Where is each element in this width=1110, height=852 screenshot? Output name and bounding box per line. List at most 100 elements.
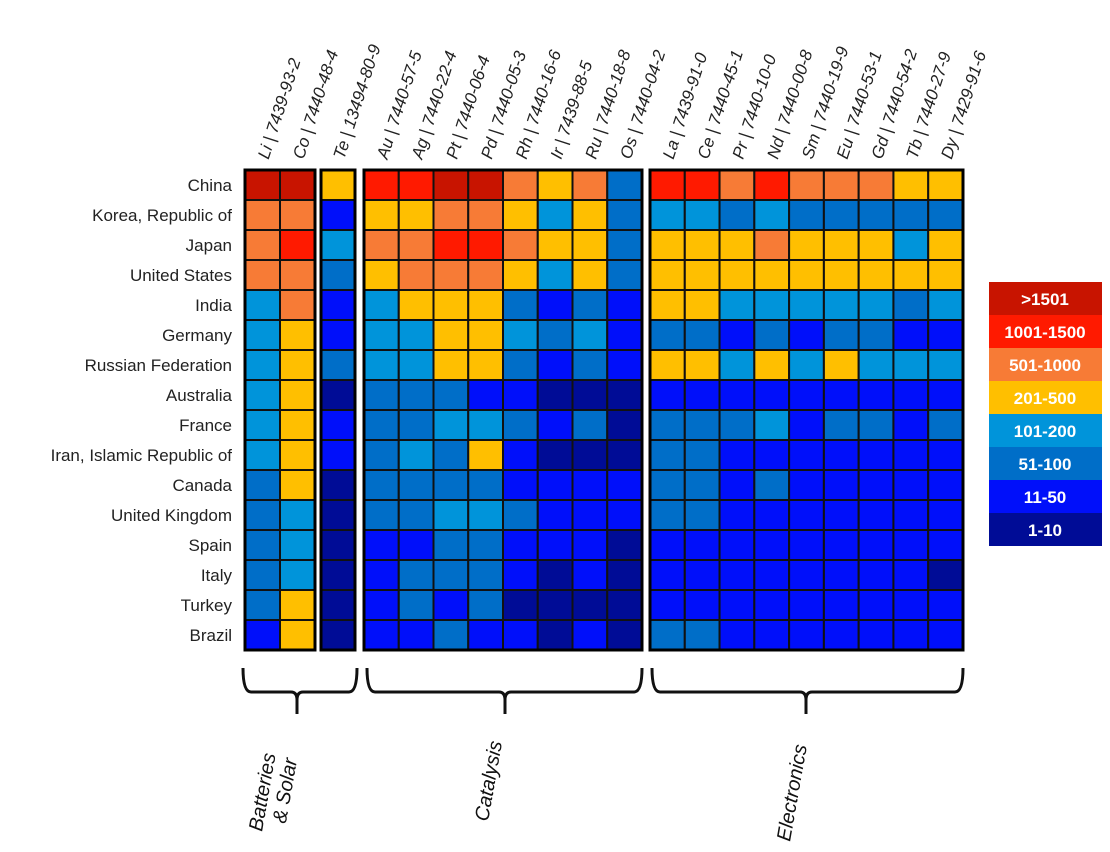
- heatmap-cell: [467, 349, 504, 381]
- heatmap-cell: [857, 619, 895, 651]
- heatmap-cell: [432, 559, 470, 591]
- heatmap-cell: [244, 559, 281, 591]
- heatmap-cell: [363, 499, 400, 531]
- heatmap-cell: [397, 349, 435, 381]
- heatmap-cell: [571, 499, 609, 531]
- heatmap-cell: [432, 589, 470, 621]
- heatmap-cell: [606, 529, 643, 561]
- heatmap-cell: [467, 319, 504, 351]
- heatmap-cell: [683, 439, 721, 471]
- heatmap-cell: [279, 619, 316, 651]
- heatmap-cell: [432, 409, 470, 441]
- legend-label: >1501: [1021, 290, 1069, 309]
- row-label: Germany: [162, 326, 232, 345]
- heatmap-cell: [606, 229, 643, 261]
- heatmap-cell: [649, 589, 686, 621]
- heatmap-cell: [718, 589, 756, 621]
- heatmap-cell: [788, 409, 825, 441]
- heatmap-cell: [718, 259, 756, 291]
- heatmap-cell: [788, 559, 825, 591]
- heatmap-cell: [244, 499, 281, 531]
- heatmap-cell: [788, 469, 825, 501]
- heatmap-cell: [571, 619, 609, 651]
- heatmap-cell: [857, 349, 895, 381]
- group-label: Catalysis: [471, 739, 507, 823]
- heatmap-cell: [718, 499, 756, 531]
- heatmap-cell: [320, 349, 356, 381]
- heatmap-cell: [432, 229, 470, 261]
- heatmap-cell: [753, 289, 791, 321]
- heatmap-cell: [649, 409, 686, 441]
- heatmap-cell: [606, 439, 643, 471]
- heatmap-cell: [320, 229, 356, 261]
- heatmap-cell: [279, 439, 316, 471]
- heatmap-cell: [467, 529, 504, 561]
- heatmap-cell: [892, 319, 930, 351]
- heatmap-cell: [822, 439, 860, 471]
- heatmap-cell: [502, 199, 539, 231]
- row-label: Italy: [201, 566, 233, 585]
- heatmap-cell: [397, 259, 435, 291]
- legend-label: 11-50: [1024, 488, 1067, 507]
- heatmap-cell: [363, 169, 400, 201]
- heatmap-cell: [244, 349, 281, 381]
- heatmap-cell: [606, 469, 643, 501]
- heatmap-cell: [467, 589, 504, 621]
- heatmap-cell: [467, 499, 504, 531]
- heatmap-cell: [279, 319, 316, 351]
- heatmap-cell: [683, 469, 721, 501]
- heatmap-cell: [927, 319, 965, 351]
- heatmap-cell: [279, 409, 316, 441]
- heatmap-cell: [571, 559, 609, 591]
- heatmap-cell: [822, 199, 860, 231]
- heatmap-cell: [822, 409, 860, 441]
- heatmap-cell: [536, 229, 574, 261]
- heatmap-cell: [718, 199, 756, 231]
- heatmap-cell: [432, 199, 470, 231]
- heatmap-cell: [892, 559, 930, 591]
- heatmap-cell: [753, 199, 791, 231]
- heatmap-cell: [363, 319, 400, 351]
- heatmap-cell: [571, 199, 609, 231]
- heatmap-cell: [927, 169, 965, 201]
- heatmap-cell: [649, 199, 686, 231]
- heatmap-cell: [606, 619, 643, 651]
- heatmap-cell: [927, 619, 965, 651]
- heatmap-cell: [683, 379, 721, 411]
- heatmap-cell: [857, 319, 895, 351]
- heatmap-cell: [244, 409, 281, 441]
- heatmap-cell: [683, 529, 721, 561]
- heatmap-cell: [397, 559, 435, 591]
- heatmap-cell: [467, 289, 504, 321]
- legend-label: 201-500: [1014, 389, 1076, 408]
- legend-swatch: [989, 282, 1102, 315]
- heatmap-cell: [467, 409, 504, 441]
- heatmap-cell: [279, 379, 316, 411]
- heatmap-cell: [244, 199, 281, 231]
- row-label: Japan: [186, 236, 232, 255]
- heatmap-cell: [718, 289, 756, 321]
- heatmap-cell: [536, 259, 574, 291]
- heatmap-cell: [927, 349, 965, 381]
- heatmap-cell: [363, 619, 400, 651]
- group-bracket: [241, 667, 359, 714]
- heatmap-cell: [857, 379, 895, 411]
- heatmap-cell: [320, 289, 356, 321]
- heatmap-cell: [892, 199, 930, 231]
- row-label: United Kingdom: [111, 506, 232, 525]
- heatmap-cell: [432, 349, 470, 381]
- heatmap-cell: [320, 589, 356, 621]
- heatmap-cell: [606, 349, 643, 381]
- heatmap-cell: [683, 289, 721, 321]
- heatmap-cell: [502, 439, 539, 471]
- heatmap-cell: [502, 559, 539, 591]
- heatmap-cell: [788, 499, 825, 531]
- heatmap-cell: [606, 289, 643, 321]
- heatmap-cell: [649, 439, 686, 471]
- heatmap-cell: [320, 559, 356, 591]
- heatmap-cell: [683, 349, 721, 381]
- heatmap-cell: [502, 619, 539, 651]
- heatmap-cell: [718, 529, 756, 561]
- row-label: Brazil: [189, 626, 232, 645]
- heatmap-cell: [536, 199, 574, 231]
